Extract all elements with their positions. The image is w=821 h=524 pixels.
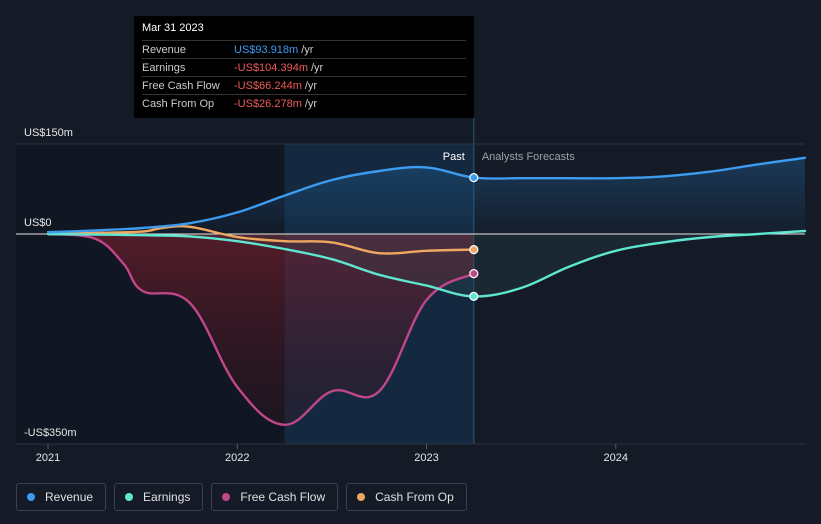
tooltip-row-unit: /yr <box>304 79 318 92</box>
marker-earnings <box>469 291 479 301</box>
tooltip-row-label: Earnings <box>142 61 186 74</box>
tooltip-row: Earnings -US$104.394m/yr <box>142 58 466 76</box>
legend: Revenue Earnings Free Cash Flow Cash From O… <box>16 483 467 511</box>
tooltip-row-value: US$93.918m <box>234 43 299 56</box>
x-tick-label: 2024 <box>604 452 628 464</box>
forecast-label: Analysts Forecasts <box>482 151 575 163</box>
revenue-area <box>48 157 805 234</box>
tooltip-row-unit: /yr <box>304 97 318 110</box>
legend-dot-icon <box>125 493 134 501</box>
legend-item-cash-from-op[interactable]: Cash From Op <box>346 483 467 511</box>
tooltip-row: Free Cash Flow -US$66.244m/yr <box>142 76 466 94</box>
legend-dot-icon <box>357 493 366 501</box>
tooltip-row-unit: /yr <box>311 61 324 74</box>
tooltip-row-label: Revenue <box>142 43 187 56</box>
series-line-cash-from-op <box>46 224 475 255</box>
tooltip-row-value: -US$104.394m <box>234 61 308 74</box>
series-line-free-cash-flow <box>46 232 475 427</box>
y-tick-label: -US$350m <box>24 427 77 439</box>
tooltip-row: Cash From Op -US$26.278m/yr <box>142 94 466 112</box>
earnings-area <box>48 231 805 297</box>
legend-item-free-cash-flow[interactable]: Free Cash Flow <box>211 483 339 511</box>
tooltip-row: Revenue US$93.918m/yr <box>142 40 466 58</box>
x-tick-label: 2022 <box>225 452 249 464</box>
x-tick-label: 2023 <box>414 452 438 464</box>
legend-item-earnings[interactable]: Earnings <box>114 483 204 511</box>
marker-revenue <box>469 173 479 183</box>
y-tick-label: US$150m <box>24 127 73 139</box>
legend-label: Free Cash Flow <box>240 490 326 504</box>
legend-dot-icon <box>27 493 35 501</box>
legend-item-revenue[interactable]: Revenue <box>16 483 107 511</box>
x-tick-label: 2021 <box>36 452 60 464</box>
legend-label: Earnings <box>143 490 191 504</box>
marker-free-cash-flow <box>469 269 479 279</box>
tooltip-row-unit: /yr <box>301 43 314 56</box>
legend-label: Cash From Op <box>375 490 454 504</box>
tooltip-date: Mar 31 2023 <box>142 22 204 34</box>
tooltip: Mar 31 2023 Revenue US$93.918m/yr Earnings… <box>134 16 474 118</box>
tooltip-row-value: -US$26.278m <box>234 97 302 110</box>
tooltip-row-label: Free Cash Flow <box>142 79 220 92</box>
marker-cash-from-op <box>469 245 479 255</box>
series-line-revenue <box>46 156 807 234</box>
series-line-earnings <box>46 229 807 298</box>
past-label: Past <box>443 151 465 163</box>
legend-label: Revenue <box>45 490 94 504</box>
fcf-area <box>48 234 474 425</box>
tooltip-row-label: Cash From Op <box>142 97 215 110</box>
y-tick-label: US$0 <box>24 217 52 229</box>
legend-dot-icon <box>222 493 231 501</box>
tooltip-row-value: -US$66.244m <box>234 79 302 92</box>
